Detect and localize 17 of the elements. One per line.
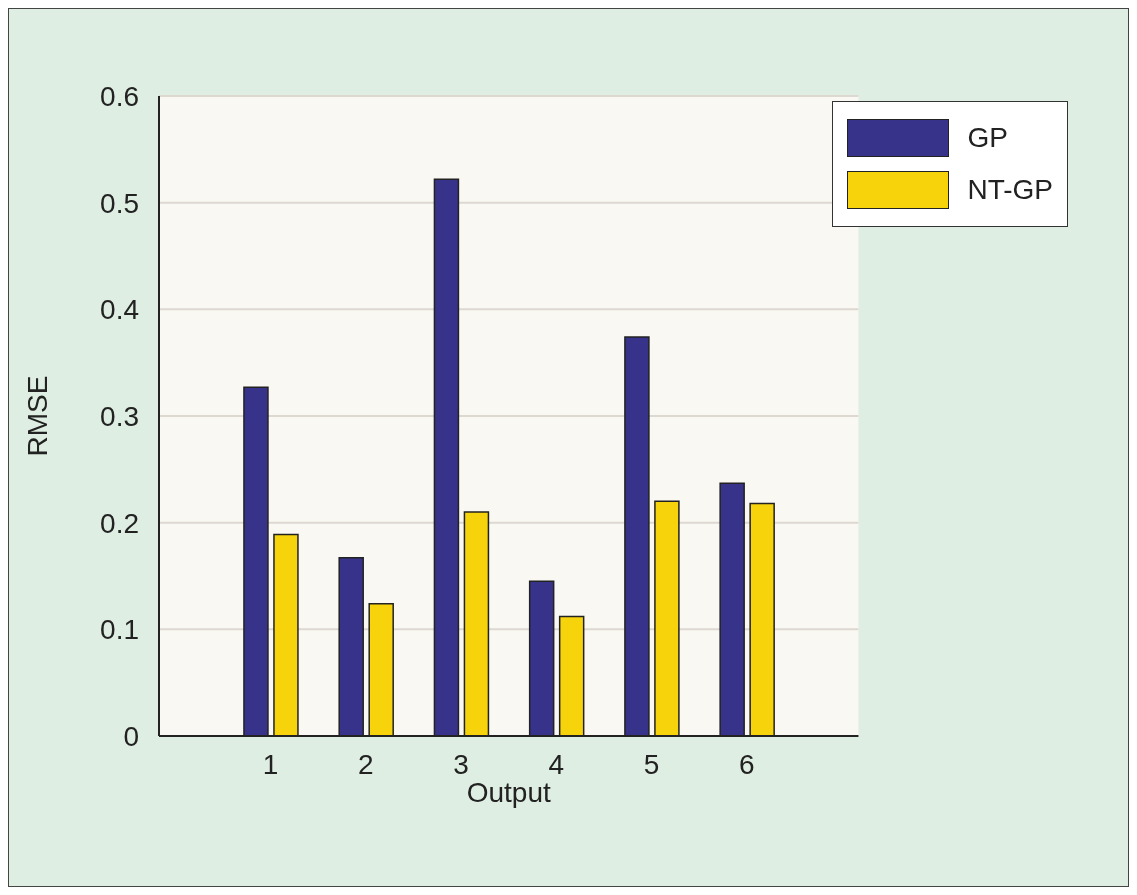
y-tick-label: 0.2: [100, 507, 139, 539]
y-tick-label: 0.5: [100, 187, 139, 219]
x-tick-label: 4: [548, 748, 565, 780]
x-axis-title: Output: [466, 777, 551, 808]
y-tick-label: 0.1: [100, 614, 139, 646]
y-tick-label: 0: [123, 720, 139, 752]
legend-label: GP: [967, 122, 1008, 154]
x-tick-label: 6: [739, 748, 755, 780]
x-tick-label: 1: [262, 748, 279, 780]
x-tick-label: 2: [358, 748, 374, 780]
y-axis-title: RMSE: [21, 375, 53, 457]
y-tick-label: 0.4: [100, 294, 139, 326]
x-tick-label: 3: [453, 748, 469, 780]
y-tick-label: 0.6: [100, 80, 139, 112]
x-tick-label: 5: [643, 748, 660, 780]
legend-label: NT-GP: [967, 174, 1053, 206]
y-tick-label: 0.3: [100, 400, 139, 432]
